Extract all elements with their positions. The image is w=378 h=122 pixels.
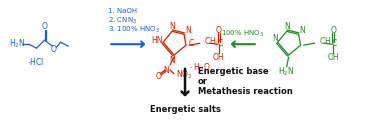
Text: N: N [284, 22, 290, 31]
Text: O: O [216, 26, 222, 35]
Text: 100% HNO$_3$: 100% HNO$_3$ [221, 29, 264, 39]
Text: NO$_2$: NO$_2$ [176, 69, 193, 81]
Text: $\cdot$ H$_2$O: $\cdot$ H$_2$O [189, 62, 211, 74]
Text: OH: OH [328, 53, 339, 61]
Text: N: N [272, 34, 277, 43]
Text: O: O [330, 26, 336, 35]
Text: or: or [198, 77, 208, 86]
Text: OH: OH [213, 53, 225, 61]
Text: CH$_2$: CH$_2$ [319, 36, 335, 48]
Text: $\cdot$HCl: $\cdot$HCl [26, 56, 43, 67]
Text: $\mathregular{H_2N}$: $\mathregular{H_2N}$ [9, 38, 25, 50]
Text: CH$_2$: CH$_2$ [204, 36, 220, 48]
Text: 3. 100% HNO$_3$: 3. 100% HNO$_3$ [108, 25, 160, 36]
Text: 1. NaOH: 1. NaOH [108, 8, 138, 14]
Text: N: N [169, 22, 175, 31]
Text: C: C [188, 39, 194, 48]
Text: H$_2$N: H$_2$N [279, 66, 295, 78]
Text: O: O [42, 22, 48, 31]
Text: N: N [163, 66, 169, 75]
Text: 2. CNN$_3$: 2. CNN$_3$ [108, 15, 137, 26]
Text: C: C [217, 39, 223, 48]
Text: N: N [300, 26, 305, 35]
Text: O: O [51, 45, 56, 54]
Text: Energetic base: Energetic base [198, 67, 269, 76]
Text: Energetic salts: Energetic salts [150, 105, 220, 114]
Text: N: N [185, 26, 191, 35]
Text: Metathesis reaction: Metathesis reaction [198, 87, 293, 96]
Text: HN: HN [151, 36, 163, 45]
Text: C: C [332, 39, 337, 48]
Text: O: O [155, 72, 161, 81]
Text: N: N [169, 56, 175, 65]
